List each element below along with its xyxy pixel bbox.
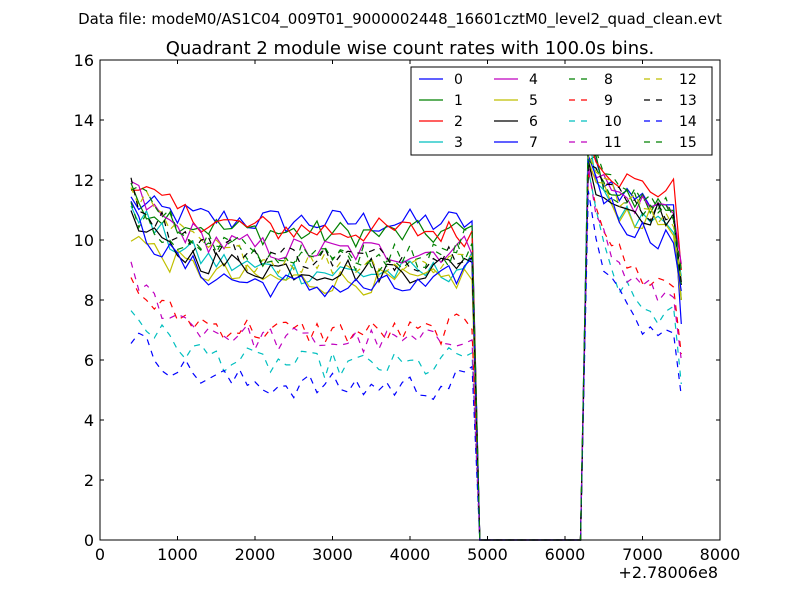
series-line-7 xyxy=(130,155,682,541)
legend-label-10: 10 xyxy=(604,114,622,130)
series-line-6 xyxy=(130,160,682,541)
y-tick-label: 14 xyxy=(74,111,94,130)
y-tick-label: 12 xyxy=(74,171,94,190)
y-tick-label: 10 xyxy=(74,231,94,250)
series-line-4 xyxy=(130,166,682,541)
legend-label-2: 2 xyxy=(454,114,463,130)
x-tick-label: 6000 xyxy=(545,545,586,564)
x-tick-label: 4000 xyxy=(390,545,431,564)
series-line-14 xyxy=(130,190,682,541)
y-tick-label: 2 xyxy=(84,471,94,490)
legend-label-12: 12 xyxy=(679,72,697,88)
series-line-5 xyxy=(130,160,682,541)
legend-label-3: 3 xyxy=(454,135,463,151)
x-tick-label: 8000 xyxy=(700,545,741,564)
legend-label-15: 15 xyxy=(679,135,697,151)
chart-title: Quadrant 2 module wise count rates with … xyxy=(166,38,655,59)
x-tick-label: 2000 xyxy=(235,545,276,564)
y-tick-label: 4 xyxy=(84,411,94,430)
x-axis: 0 1000 2000 3000 4000 5000 6000 7000 8000 xyxy=(95,60,740,564)
y-tick-label: 16 xyxy=(74,51,94,70)
legend-label-13: 13 xyxy=(679,93,697,109)
series-line-1 xyxy=(130,154,682,541)
y-tick-label: 8 xyxy=(84,291,94,310)
series-line-8 xyxy=(130,158,682,541)
x-tick-label: 0 xyxy=(95,545,105,564)
series-line-9 xyxy=(130,170,682,541)
x-offset-label: +2.78006e8 xyxy=(618,563,718,582)
series-line-3 xyxy=(130,131,682,541)
legend-label-6: 6 xyxy=(529,114,538,130)
legend-box xyxy=(410,66,713,156)
legend-label-4: 4 xyxy=(529,72,538,88)
legend-label-5: 5 xyxy=(529,93,538,109)
legend-label-9: 9 xyxy=(604,93,613,109)
legend-label-11: 11 xyxy=(604,135,622,151)
legend-label-8: 8 xyxy=(604,72,613,88)
x-tick-label: 1000 xyxy=(157,545,198,564)
series-line-12 xyxy=(130,152,682,541)
data-file-label: Data file: modeM0/AS1C04_009T01_90000024… xyxy=(78,10,722,29)
y-tick-label: 0 xyxy=(84,531,94,550)
plot-lines xyxy=(130,131,682,541)
series-line-15 xyxy=(130,131,682,541)
y-tick-label: 6 xyxy=(84,351,94,370)
x-tick-label: 5000 xyxy=(467,545,508,564)
series-line-0 xyxy=(130,140,682,541)
legend-label-14: 14 xyxy=(679,114,697,130)
series-line-2 xyxy=(130,137,682,541)
series-line-11 xyxy=(130,166,682,541)
x-tick-label: 7000 xyxy=(622,545,663,564)
legend-label-0: 0 xyxy=(454,72,463,88)
legend-label-7: 7 xyxy=(529,135,538,151)
legend-label-1: 1 xyxy=(454,93,463,109)
x-tick-label: 3000 xyxy=(312,545,353,564)
